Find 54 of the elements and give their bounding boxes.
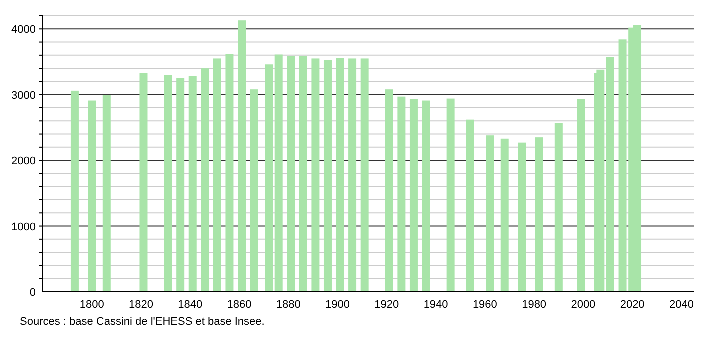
bar: [535, 138, 544, 292]
bar: [265, 64, 274, 292]
x-tick-label: 1980: [522, 298, 547, 311]
bar: [312, 58, 320, 292]
bar: [518, 142, 526, 292]
bar: [348, 58, 357, 292]
bar: [360, 58, 369, 292]
bar: [226, 54, 234, 292]
y-tick-label: 4000: [12, 24, 36, 36]
bar: [188, 76, 197, 292]
y-tick-label: 2000: [12, 156, 36, 168]
bar: [554, 123, 563, 292]
bar: [577, 99, 586, 292]
bar: [606, 57, 614, 292]
x-tick-label: 1940: [424, 298, 448, 311]
bar: [287, 56, 296, 292]
bar: [70, 90, 79, 292]
y-tick-label: 1000: [12, 221, 36, 234]
y-tick-label: 0: [30, 287, 36, 299]
bar: [422, 100, 430, 292]
bar: [486, 136, 494, 292]
bar: [201, 68, 210, 292]
x-tick-label: 2020: [620, 298, 645, 311]
x-tick-label: 1920: [374, 298, 400, 311]
bar: [176, 78, 185, 292]
x-tick-label: 2000: [571, 298, 596, 311]
bar: [385, 90, 394, 292]
source-note: Sources : base Cassini de l'EHESS et base Insee.: [20, 316, 266, 328]
x-tick-label: 2040: [669, 298, 694, 311]
bar: [299, 56, 308, 292]
bar: [250, 90, 258, 292]
x-tick-label: 1880: [276, 298, 301, 311]
x-tick-label: 1800: [80, 298, 104, 311]
x-tick-label: 1820: [129, 298, 154, 311]
bar: [500, 138, 509, 292]
bar: [238, 20, 246, 292]
bar: [324, 60, 332, 292]
x-tick-label: 1960: [472, 298, 498, 311]
x-tick-label: 1840: [178, 298, 203, 311]
bar: [446, 98, 455, 292]
bar: [398, 96, 406, 292]
bar: [102, 96, 111, 292]
bar: [88, 100, 96, 292]
x-tick-label: 1860: [227, 298, 252, 311]
bar: [410, 99, 418, 292]
bar: [596, 70, 605, 292]
bar: [274, 54, 283, 292]
bar: [213, 58, 222, 292]
x-tick-label: 1900: [326, 298, 350, 311]
bar: [164, 75, 172, 292]
bar: [466, 120, 474, 292]
bar: [140, 73, 148, 292]
bar: [336, 58, 344, 292]
y-tick-label: 3000: [12, 90, 36, 102]
